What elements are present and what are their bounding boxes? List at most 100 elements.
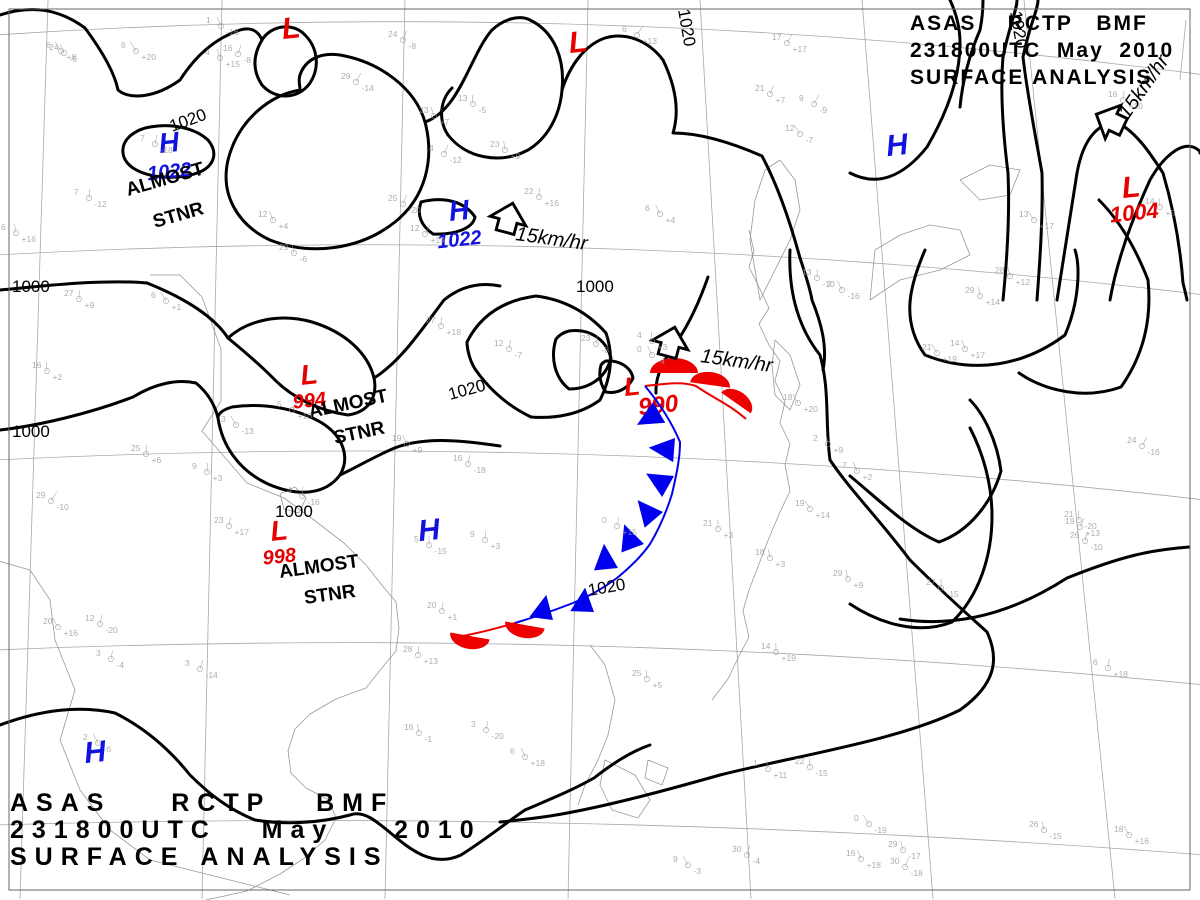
svg-text:20: 20 [427, 600, 437, 610]
svg-text:7: 7 [827, 279, 832, 289]
svg-text:231800UTC May 2010: 231800UTC May 2010 [910, 39, 1174, 62]
svg-text:+4: +4 [279, 221, 289, 231]
svg-text:+18: +18 [1114, 669, 1129, 679]
svg-text:-20: -20 [409, 205, 422, 215]
svg-text:-8: -8 [409, 41, 417, 51]
svg-text:19: 19 [1065, 516, 1075, 526]
svg-text:6: 6 [510, 746, 515, 756]
svg-text:2: 2 [813, 433, 818, 443]
svg-text:+7: +7 [776, 95, 786, 105]
svg-text:2: 2 [83, 732, 88, 742]
svg-text:+9: +9 [511, 151, 521, 161]
svg-text:-12: -12 [95, 199, 108, 209]
svg-text:7: 7 [140, 133, 145, 143]
svg-text:6: 6 [622, 24, 627, 34]
svg-text:1000: 1000 [12, 277, 50, 296]
svg-text:-7: -7 [806, 135, 814, 145]
svg-text:24: 24 [49, 42, 59, 52]
svg-text:+19: +19 [431, 235, 446, 245]
svg-text:14: 14 [1145, 196, 1155, 206]
svg-text:+13: +13 [643, 36, 658, 46]
svg-text:ASAS RCTP BMF: ASAS RCTP BMF [10, 789, 394, 817]
svg-text:9: 9 [192, 461, 197, 471]
svg-text:23: 23 [490, 139, 500, 149]
svg-text:-16: -16 [308, 497, 321, 507]
svg-text:16: 16 [32, 360, 42, 370]
svg-text:+14: +14 [816, 510, 831, 520]
svg-text:+1: +1 [172, 302, 182, 312]
svg-text:+3: +3 [491, 541, 501, 551]
svg-text:+3: +3 [724, 530, 734, 540]
svg-text:29: 29 [341, 71, 351, 81]
svg-text:1: 1 [753, 758, 758, 768]
svg-text:7: 7 [842, 460, 847, 470]
svg-text:-4: -4 [117, 660, 125, 670]
svg-text:+12: +12 [1016, 277, 1031, 287]
svg-text:-19: -19 [875, 825, 888, 835]
svg-text:30: 30 [732, 844, 742, 854]
svg-text:-8: -8 [602, 345, 610, 355]
svg-text:+9: +9 [854, 580, 864, 590]
svg-text:29: 29 [36, 490, 46, 500]
svg-text:-15: -15 [1050, 831, 1063, 841]
svg-text:19: 19 [392, 433, 402, 443]
svg-text:+17: +17 [1040, 221, 1055, 231]
svg-text:6: 6 [1093, 657, 1098, 667]
svg-text:16: 16 [846, 848, 856, 858]
svg-text:4: 4 [287, 485, 292, 495]
svg-text:5: 5 [414, 534, 419, 544]
svg-text:1: 1 [206, 15, 211, 25]
svg-text:25: 25 [131, 443, 141, 453]
svg-text:0: 0 [602, 515, 607, 525]
svg-text:13: 13 [802, 267, 812, 277]
svg-text:-5: -5 [479, 105, 487, 115]
svg-text:+10: +10 [298, 411, 313, 421]
svg-text:-1: -1 [425, 734, 433, 744]
svg-text:4: 4 [205, 47, 210, 57]
svg-text:+16: +16 [545, 198, 560, 208]
svg-text:-5: -5 [70, 54, 78, 64]
svg-text:-10: -10 [1091, 542, 1104, 552]
svg-text:20: 20 [43, 616, 53, 626]
svg-text:0: 0 [637, 344, 642, 354]
svg-text:12: 12 [410, 223, 420, 233]
svg-text:-7: -7 [515, 350, 523, 360]
svg-text:+19: +19 [943, 354, 958, 364]
svg-text:+18: +18 [531, 758, 546, 768]
svg-text:28: 28 [403, 644, 413, 654]
svg-text:1000: 1000 [12, 422, 50, 441]
svg-text:+1: +1 [448, 612, 458, 622]
svg-text:29: 29 [888, 839, 898, 849]
svg-text:-3: -3 [694, 866, 702, 876]
svg-text:3: 3 [96, 648, 101, 658]
svg-text:-20: -20 [106, 625, 119, 635]
svg-text:26: 26 [1070, 530, 1080, 540]
svg-text:26: 26 [1029, 819, 1039, 829]
svg-text:-15: -15 [816, 768, 829, 778]
svg-text:-10: -10 [57, 502, 70, 512]
svg-text:4: 4 [429, 143, 434, 153]
svg-text:18: 18 [783, 392, 793, 402]
svg-text:+16: +16 [64, 628, 79, 638]
svg-text:+15: +15 [623, 527, 638, 537]
svg-text:-18: -18 [474, 465, 487, 475]
svg-text:L: L [567, 25, 589, 60]
svg-text:+3: +3 [776, 559, 786, 569]
svg-text:L: L [299, 358, 319, 391]
svg-text:+13: +13 [1086, 528, 1101, 538]
svg-text:+18: +18 [867, 860, 882, 870]
svg-text:+9: +9 [834, 445, 844, 455]
svg-text:+11: +11 [774, 770, 788, 780]
svg-text:3: 3 [471, 719, 476, 729]
svg-text:-18: -18 [161, 145, 174, 155]
svg-text:16: 16 [453, 453, 463, 463]
svg-text:6: 6 [121, 40, 126, 50]
svg-text:23: 23 [214, 515, 224, 525]
svg-text:21: 21 [755, 83, 765, 93]
svg-text:-8: -8 [244, 55, 252, 65]
svg-text:24: 24 [1127, 435, 1137, 445]
svg-text:7: 7 [74, 187, 79, 197]
svg-text:+16: +16 [1135, 836, 1150, 846]
svg-text:+3: +3 [658, 342, 668, 352]
svg-text:0: 0 [854, 813, 859, 823]
